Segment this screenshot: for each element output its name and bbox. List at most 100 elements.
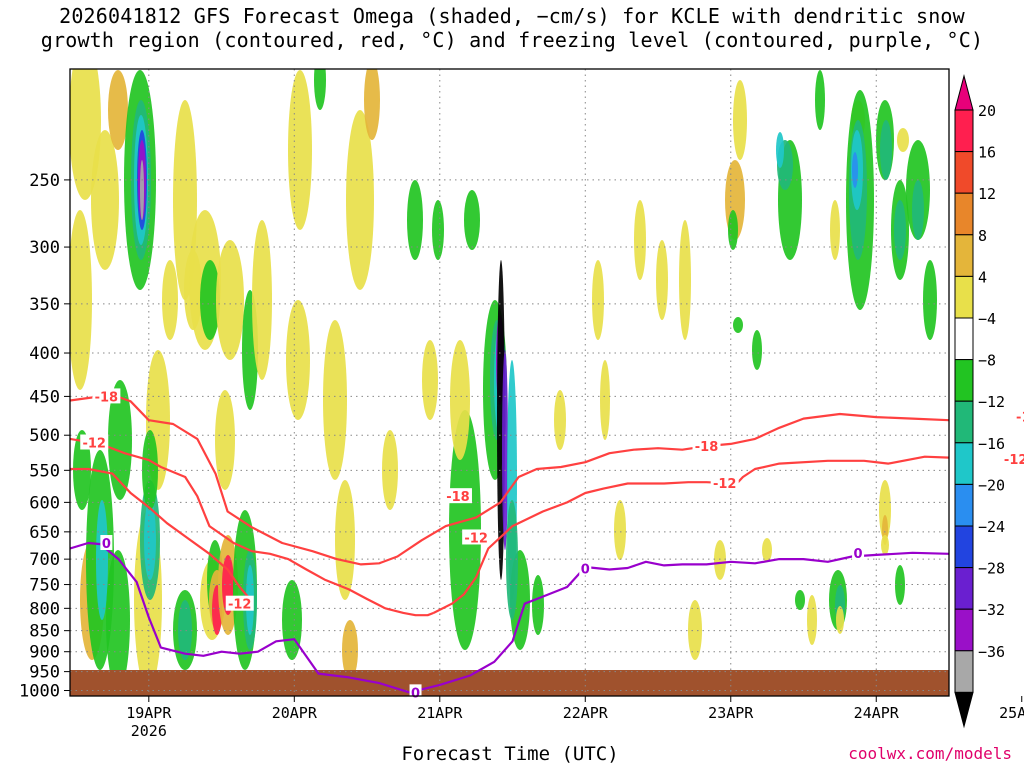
omega-shade-blob	[178, 600, 192, 660]
colorbar-segment	[954, 442, 974, 485]
x-tick-label: 19APR	[126, 704, 172, 722]
omega-shade-blob	[815, 70, 825, 130]
colorbar-segment	[954, 359, 974, 402]
colorbar-top-arrow	[954, 74, 974, 111]
colorbar-segment	[954, 483, 974, 527]
plot-frame	[69, 68, 950, 697]
colorbar-level-label: −36	[978, 643, 1005, 661]
omega-shade-blob	[879, 480, 891, 540]
omega-shade-blob	[323, 320, 347, 480]
omega-shade-blob	[830, 200, 840, 260]
omega-shade-blob	[733, 317, 743, 333]
omega-shade-blob	[600, 360, 610, 440]
contour-label-bg	[443, 488, 472, 504]
omega-shade-blob	[108, 70, 128, 150]
omega-shade-blob	[714, 540, 726, 580]
omega-shade-blob	[880, 120, 892, 180]
x-tick-label: 23APR	[708, 704, 754, 722]
colorbar-segment	[954, 567, 974, 610]
omega-shade-blob	[912, 180, 924, 240]
colorbar-segment	[954, 317, 974, 361]
omega-shade-blob	[795, 590, 805, 610]
omega-shade-blob	[532, 575, 544, 635]
omega-shade-blob	[881, 535, 889, 555]
y-tick-label: 400	[29, 344, 60, 364]
y-tick-label: 700	[29, 550, 60, 570]
contour-label-bg	[579, 560, 592, 576]
y-tick-label: 650	[29, 523, 60, 543]
omega-shade-blob	[407, 180, 423, 260]
contour-label-bg	[710, 474, 739, 490]
contour-label-bg	[852, 544, 865, 560]
omega-shade-blob	[852, 152, 858, 188]
omega-shade-blob	[923, 260, 937, 340]
colorbar-level-label: 8	[978, 227, 987, 245]
omega-shade-blob	[895, 565, 905, 605]
omega-shade-blob	[144, 500, 156, 580]
contour-label: -12	[228, 598, 252, 613]
colorbar-level-label: 16	[978, 144, 996, 162]
y-tick-label: 300	[29, 238, 60, 258]
contour-label: -12	[713, 477, 737, 492]
contour-label-bg	[100, 535, 113, 551]
chart-title: 2026041812 GFS Forecast Omega (shaded, −…	[0, 4, 1024, 52]
omega-shade-blob	[96, 500, 108, 620]
x-axis-ticks: 19APR202620APR21APR22APR23APR24APR25APR2…	[126, 696, 1024, 740]
omega-shade-blob	[346, 110, 374, 290]
omega-shade-blob	[688, 600, 702, 660]
omega-shade-blob	[335, 480, 355, 600]
colorbar-level-label: 4	[978, 268, 987, 286]
contour-label: 0	[854, 547, 863, 562]
y-tick-label: 850	[29, 622, 60, 642]
colorbar-level-label: −28	[978, 560, 1005, 578]
omega-shade-blob	[215, 390, 235, 490]
colorbar-segment	[954, 525, 974, 569]
omega-shade-blob	[614, 500, 626, 560]
contour-label: -18	[95, 390, 119, 405]
colorbar-level-label: −24	[978, 518, 1005, 536]
omega-shade-blob	[91, 130, 119, 270]
contour-label: 0	[102, 537, 111, 552]
contour-label-bg	[1013, 408, 1024, 424]
contour-label: -12	[464, 531, 488, 546]
omega-shade-blob	[679, 220, 691, 340]
omega-shade-blob	[314, 69, 326, 110]
omega-shade-blob	[450, 340, 470, 460]
omega-shade-blob	[216, 240, 244, 360]
colorbar-level-label: −12	[978, 393, 1005, 411]
omega-shade-blob	[142, 430, 158, 510]
y-tick-label: 350	[29, 295, 60, 315]
omega-shade-blob	[342, 620, 358, 680]
y-tick-label: 600	[29, 493, 60, 513]
colorbar-level-label: −20	[978, 476, 1005, 494]
omega-shade-blob	[502, 350, 508, 550]
contour-label: 0	[411, 686, 420, 701]
y-tick-label: 1000	[19, 682, 60, 702]
contour-label: -18	[446, 490, 470, 505]
contour-line	[70, 467, 253, 603]
omega-shade-blob	[733, 80, 747, 160]
omega-shade-blob	[634, 200, 646, 280]
omega-shade-blob	[776, 132, 784, 168]
omega-shade-blob	[106, 550, 130, 690]
omega-shade-blob	[894, 200, 906, 260]
colorbar-bottom-arrow	[954, 691, 974, 729]
y-tick-label: 900	[29, 643, 60, 663]
omega-shade-blob	[282, 580, 302, 660]
omega-shade-blob	[836, 606, 844, 634]
omega-shade-blob	[252, 220, 272, 380]
omega-shade-blob	[752, 330, 762, 370]
contour-label-bg	[692, 438, 721, 454]
ground-terrain	[70, 670, 949, 696]
omega-shade-blob	[422, 340, 438, 420]
y-tick-label: 800	[29, 599, 60, 619]
colorbar-segment	[954, 151, 974, 194]
x-tick-label: 21APR	[417, 704, 463, 722]
omega-shade-blob	[554, 390, 566, 450]
y-tick-label: 450	[29, 387, 60, 407]
y-tick-label: 950	[29, 663, 60, 683]
colorbar-level-label: 20	[978, 102, 996, 120]
contour-label-bg	[462, 529, 491, 545]
contour-label: -18	[695, 440, 719, 455]
